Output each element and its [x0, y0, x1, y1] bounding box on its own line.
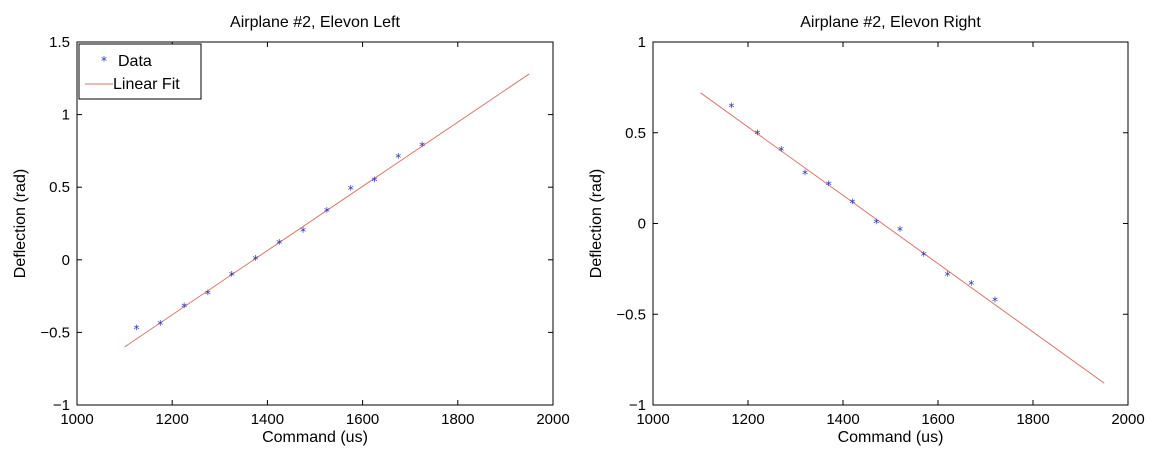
data-point: * — [873, 217, 879, 231]
y-tick-label: 0 — [638, 216, 646, 233]
y-axis-label: Deflection (rad) — [588, 169, 605, 278]
data-point: * — [324, 205, 330, 219]
plot-title: Airplane #2, Elevon Right — [800, 14, 981, 31]
y-axis-label: Deflection (rad) — [12, 169, 29, 278]
x-tick-label: 1600 — [346, 411, 379, 428]
data-point: * — [897, 224, 903, 238]
data-point: * — [134, 322, 140, 336]
data-point: * — [372, 174, 378, 188]
y-tick-label: 0 — [62, 252, 70, 269]
data-point: * — [348, 183, 354, 197]
y-tick-label: 0.5 — [625, 125, 646, 142]
data-point: * — [728, 100, 734, 114]
data-point: * — [921, 249, 927, 263]
data-point: * — [181, 301, 187, 315]
x-tick-label: 1200 — [156, 411, 189, 428]
x-tick-label: 1400 — [251, 411, 284, 428]
x-tick-label: 1800 — [1016, 411, 1049, 428]
plot-title: Airplane #2, Elevon Left — [230, 14, 400, 31]
legend-data-marker: * — [101, 54, 107, 68]
right-plot: 1000 1200 1400 1600 1800 2000 −1 −0.5 0 0.5 1 Airpl… — [588, 14, 1145, 446]
data-point: * — [157, 318, 163, 332]
data-point: * — [850, 197, 856, 211]
data-point: * — [826, 178, 832, 192]
y-tick-label: −0.5 — [40, 324, 70, 341]
data-point: * — [755, 128, 761, 142]
x-tick-label: 1000 — [60, 411, 93, 428]
x-tick-label: 1200 — [731, 411, 764, 428]
data-point: * — [945, 269, 951, 283]
data-point: * — [778, 144, 784, 158]
left-plot: 1000 1200 1400 1600 1800 2000 −1 −0.5 0 0.5 1 1.5 Ai… — [12, 14, 570, 446]
x-axis-label: Command (us) — [262, 429, 368, 446]
y-tick-label: 1 — [638, 34, 646, 51]
data-point: * — [300, 225, 306, 239]
data-point: * — [229, 269, 235, 283]
linear-fit-line — [700, 92, 1105, 384]
data-point: * — [992, 295, 998, 309]
x-tick-label: 2000 — [536, 411, 569, 428]
axes-frame — [76, 41, 554, 406]
y-tick-label: 1.5 — [49, 34, 70, 51]
y-tick-label: 0.5 — [49, 179, 70, 196]
y-tick-label: 1 — [62, 107, 70, 124]
axes-frame — [652, 41, 1129, 406]
data-point: * — [253, 253, 259, 267]
y-tick-label: −1 — [629, 397, 646, 414]
y-tick-label: −1 — [53, 397, 70, 414]
legend-fit-label: Linear Fit — [113, 76, 180, 93]
data-point: * — [419, 140, 425, 154]
data-point: * — [802, 167, 808, 181]
x-tick-label: 1400 — [826, 411, 859, 428]
linear-fit-line — [124, 73, 530, 348]
data-point: * — [395, 151, 401, 165]
x-axis-label: Command (us) — [838, 429, 944, 446]
legend-box — [78, 43, 202, 100]
data-point: * — [276, 237, 282, 251]
y-tick-label: −0.5 — [616, 306, 646, 323]
legend-data-label: Data — [118, 53, 152, 70]
x-tick-label: 1800 — [441, 411, 474, 428]
x-tick-label: 1000 — [636, 411, 669, 428]
data-point: * — [205, 288, 211, 302]
x-tick-label: 1600 — [921, 411, 954, 428]
x-tick-label: 2000 — [1111, 411, 1144, 428]
data-point: * — [968, 278, 974, 292]
